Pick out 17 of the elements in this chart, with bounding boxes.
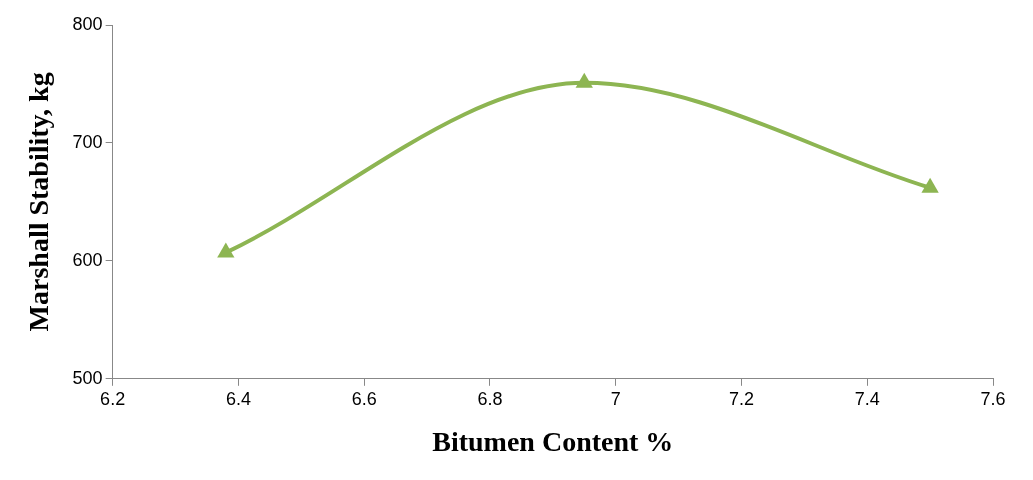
x-tick-label: 6.2: [100, 388, 126, 409]
x-tick-label: 7.2: [728, 388, 754, 409]
y-tick-label: 800: [72, 13, 103, 34]
x-tick-label: 6.6: [351, 388, 377, 409]
x-tick-label: 7: [610, 388, 621, 409]
x-tick-label: 7.4: [854, 388, 880, 409]
x-tick-label: 6.8: [477, 388, 503, 409]
point: [575, 72, 593, 88]
x-axis-title: Bitumen Content %: [432, 426, 674, 458]
x-tick-label: 7.6: [980, 388, 1006, 409]
x-tick-label: 6.4: [225, 388, 251, 409]
y-axis-title: Marshall Stability, kg: [23, 72, 55, 332]
y-tick-label: 600: [72, 249, 103, 270]
point: [217, 242, 235, 258]
y-tick-label: 500: [72, 367, 103, 388]
point: [921, 177, 939, 193]
y-tick-label: 700: [72, 131, 103, 152]
